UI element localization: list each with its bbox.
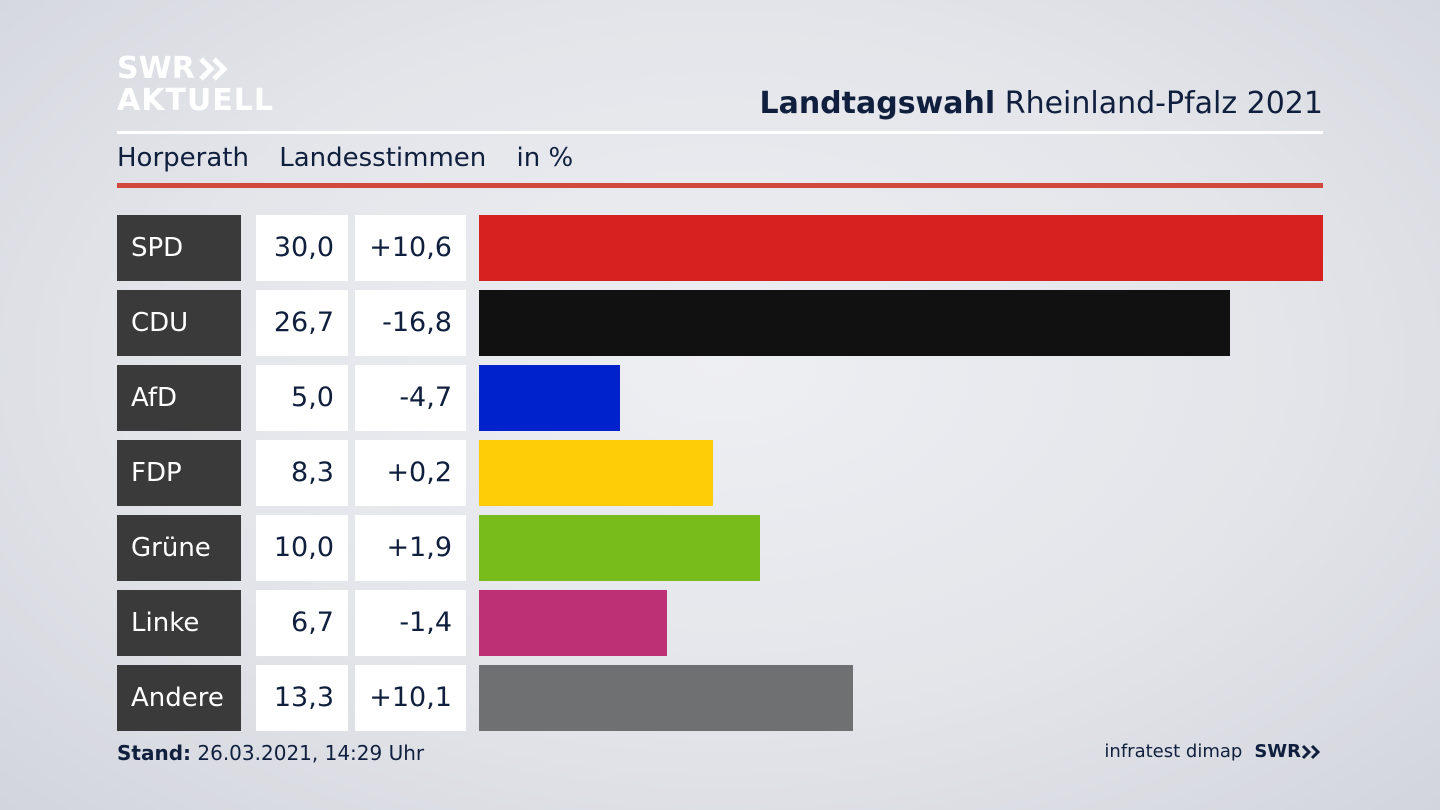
- bar-gr-ne: [479, 515, 760, 581]
- divider-red: [117, 183, 1323, 188]
- diff-label: +10,1: [355, 665, 466, 731]
- stand-value: 26.03.2021, 14:29 Uhr: [197, 741, 425, 765]
- party-label: FDP: [117, 440, 241, 506]
- party-label: Linke: [117, 590, 241, 656]
- party-label: SPD: [117, 215, 241, 281]
- logo-line2: AKTUELL: [117, 83, 275, 118]
- bar-row: Grüne 10,0 +1,9: [117, 515, 1323, 581]
- bar-row: FDP 8,3 +0,2: [117, 440, 1323, 506]
- swr-brand: SWR: [1254, 741, 1323, 762]
- diff-label: +1,9: [355, 515, 466, 581]
- bar-cdu: [479, 290, 1230, 356]
- vote-type-label: Landesstimmen: [279, 143, 487, 173]
- diff-label: -16,8: [355, 290, 466, 356]
- source-credit: infratest dimap SWR: [1104, 741, 1323, 762]
- bar-row: Linke 6,7 -1,4: [117, 590, 1323, 656]
- logo-line1: SWR: [117, 51, 195, 86]
- bar-fdp: [479, 440, 713, 506]
- chart-title: Landtagswahl Rheinland-Pfalz 2021: [759, 86, 1323, 121]
- party-label: AfD: [117, 365, 241, 431]
- divider-white: [117, 131, 1323, 134]
- value-label: 8,3: [256, 440, 348, 506]
- bar-row: Andere 13,3 +10,1: [117, 665, 1323, 731]
- double-chevron-icon: [1301, 744, 1321, 759]
- diff-label: +10,6: [355, 215, 466, 281]
- bar-andere: [479, 665, 853, 731]
- title-bold: Landtagswahl: [759, 86, 996, 121]
- value-label: 26,7: [256, 290, 348, 356]
- bar-linke: [479, 590, 667, 656]
- brand-label: SWR: [1254, 741, 1301, 762]
- diff-label: -1,4: [355, 590, 466, 656]
- swr-aktuell-logo: SWR AKTUELL: [117, 53, 274, 117]
- bar-row: SPD 30,0 +10,6: [117, 215, 1323, 281]
- value-label: 6,7: [256, 590, 348, 656]
- party-label: CDU: [117, 290, 241, 356]
- bar-afd: [479, 365, 620, 431]
- value-label: 30,0: [256, 215, 348, 281]
- bar-row: CDU 26,7 -16,8: [117, 290, 1323, 356]
- value-label: 5,0: [256, 365, 348, 431]
- diff-label: -4,7: [355, 365, 466, 431]
- location-label: Horperath: [117, 143, 249, 173]
- party-label: Grüne: [117, 515, 241, 581]
- chart-subtitle: Horperath Landesstimmen in %: [117, 143, 595, 173]
- bar-spd: [479, 215, 1323, 281]
- bar-row: AfD 5,0 -4,7: [117, 365, 1323, 431]
- value-label: 10,0: [256, 515, 348, 581]
- diff-label: +0,2: [355, 440, 466, 506]
- title-rest: Rheinland-Pfalz 2021: [1004, 86, 1323, 121]
- double-chevron-icon: [199, 57, 228, 81]
- party-label: Andere: [117, 665, 241, 731]
- unit-label: in %: [516, 143, 574, 173]
- stand-label: Stand:: [117, 741, 192, 765]
- timestamp: Stand: 26.03.2021, 14:29 Uhr: [117, 741, 424, 765]
- source-label: infratest dimap: [1104, 741, 1243, 762]
- value-label: 13,3: [256, 665, 348, 731]
